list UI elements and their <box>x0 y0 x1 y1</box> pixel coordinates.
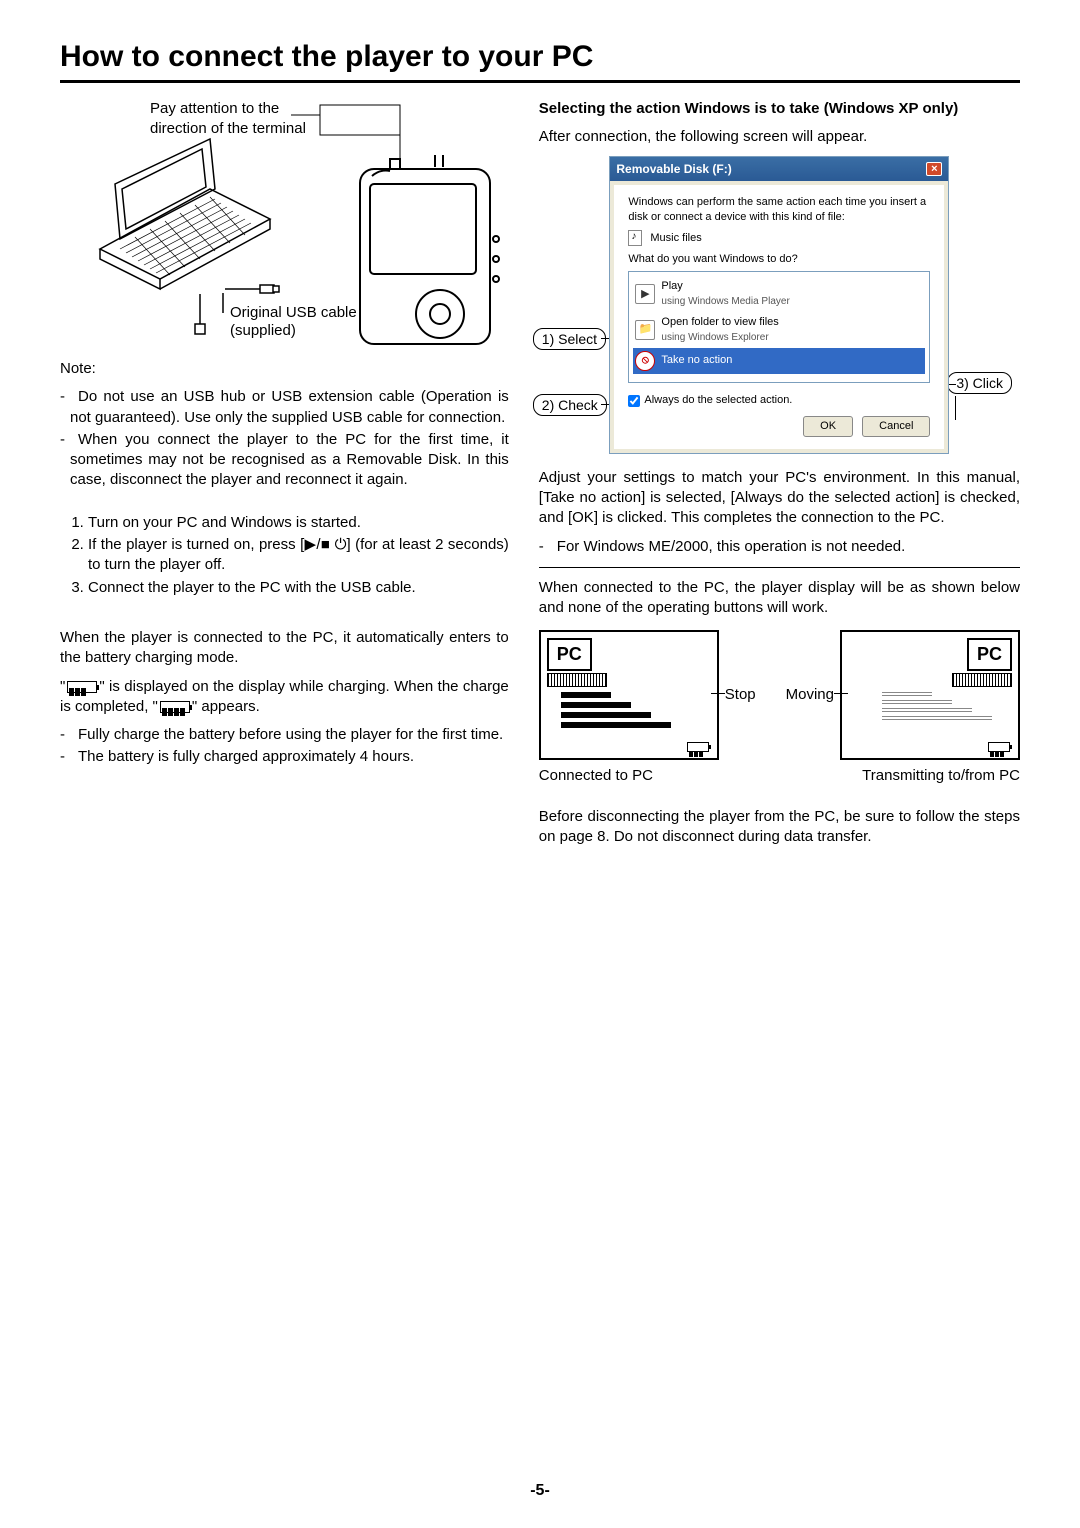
right-column: Selecting the action Windows is to take … <box>539 99 1020 855</box>
moving-label: Moving <box>786 686 834 703</box>
charging-para-2: "" is displayed on the display while cha… <box>60 677 509 718</box>
winme-note: For Windows ME/2000, this operation is n… <box>539 537 1020 557</box>
charging-note-item: The battery is fully charged approximate… <box>70 747 509 767</box>
callout-click: 3) Click <box>947 372 1012 395</box>
always-checkbox-input[interactable] <box>628 395 640 407</box>
dialog-option-list[interactable]: ▶ Playusing Windows Media Player 📁 Open … <box>628 271 930 383</box>
connected-text: When connected to the PC, the player dis… <box>539 578 1020 619</box>
battery-icon <box>687 742 709 752</box>
pc-label: PC <box>547 638 592 670</box>
dialog-figure: 1) Select 2) Check 3) Click Removable Di… <box>539 156 1020 454</box>
keyboard-icon <box>952 673 1012 687</box>
display-connected: PC <box>539 630 719 760</box>
always-checkbox-label: Always do the selected action. <box>644 393 792 408</box>
stack-icon <box>561 692 671 732</box>
steps-list: Turn on your PC and Windows is started. … <box>60 513 509 598</box>
page-number: -5- <box>530 1482 550 1500</box>
stack-moving-icon <box>882 692 992 724</box>
note-heading: Note: <box>60 359 509 379</box>
battery-charging-icon <box>67 681 97 693</box>
play-icon: ▶ <box>635 284 655 304</box>
dialog-option-open[interactable]: 📁 Open folder to view filesusing Windows… <box>633 312 925 348</box>
folder-icon: 📁 <box>635 320 655 340</box>
dialog-option-noaction[interactable]: ⦸ Take no action <box>633 348 925 374</box>
step-item: Connect the player to the PC with the US… <box>88 578 509 598</box>
note-item: Do not use an USB hub or USB extension c… <box>70 387 509 428</box>
step-item: Turn on your PC and Windows is started. <box>88 513 509 533</box>
note-item: When you connect the player to the PC fo… <box>70 430 509 491</box>
keyboard-icon <box>547 673 607 687</box>
charging-para-1: When the player is connected to the PC, … <box>60 628 509 669</box>
before-disconnect-text: Before disconnecting the player from the… <box>539 807 1020 848</box>
dialog-prompt: What do you want Windows to do? <box>628 252 930 267</box>
dialog-titlebar: Removable Disk (F:) × <box>610 157 948 181</box>
page-title: How to connect the player to your PC <box>60 40 1020 83</box>
cancel-button[interactable]: Cancel <box>862 416 930 437</box>
callout-select: 1) Select <box>533 328 606 351</box>
dialog-title-text: Removable Disk (F:) <box>616 161 731 177</box>
connection-diagram: Pay attention to the direction of the te… <box>60 99 509 359</box>
caption-transmitting: Transmitting to/from PC <box>862 766 1020 786</box>
charging-notes: Fully charge the battery before using th… <box>60 725 509 768</box>
no-action-icon: ⦸ <box>635 351 655 371</box>
file-type-label: Music files <box>650 231 701 246</box>
battery-full-icon <box>160 701 190 713</box>
step-item: If the player is turned on, press [▶/■ ⏻… <box>88 535 509 576</box>
battery-icon <box>988 742 1010 752</box>
ok-button[interactable]: OK <box>803 416 853 437</box>
callout-check: 2) Check <box>533 394 607 417</box>
dialog-option-play[interactable]: ▶ Playusing Windows Media Player <box>633 276 925 312</box>
after-connection-text: After connection, the following screen w… <box>539 127 1020 147</box>
stop-label: Stop <box>725 686 756 703</box>
dialog-description: Windows can perform the same action each… <box>628 195 930 225</box>
close-icon[interactable]: × <box>926 162 942 176</box>
left-column: Pay attention to the direction of the te… <box>60 99 509 855</box>
divider <box>539 567 1020 568</box>
pc-label: PC <box>967 638 1012 670</box>
always-checkbox[interactable]: Always do the selected action. <box>628 393 930 408</box>
autoplay-dialog: Removable Disk (F:) × Windows can perfor… <box>609 156 949 454</box>
section-heading: Selecting the action Windows is to take … <box>539 99 1020 119</box>
winme-note-item: For Windows ME/2000, this operation is n… <box>549 537 1020 557</box>
note-list: Do not use an USB hub or USB extension c… <box>60 387 509 490</box>
caption-connected: Connected to PC <box>539 766 653 786</box>
display-transmitting: PC <box>840 630 1020 760</box>
adjust-settings-text: Adjust your settings to match your PC's … <box>539 468 1020 529</box>
player-display-figure: PC Stop Moving PC <box>539 630 1020 760</box>
music-file-icon <box>628 230 642 246</box>
charging-note-item: Fully charge the battery before using th… <box>70 725 509 745</box>
diagram-usb-label: Original USB cable (supplied) <box>230 304 357 340</box>
